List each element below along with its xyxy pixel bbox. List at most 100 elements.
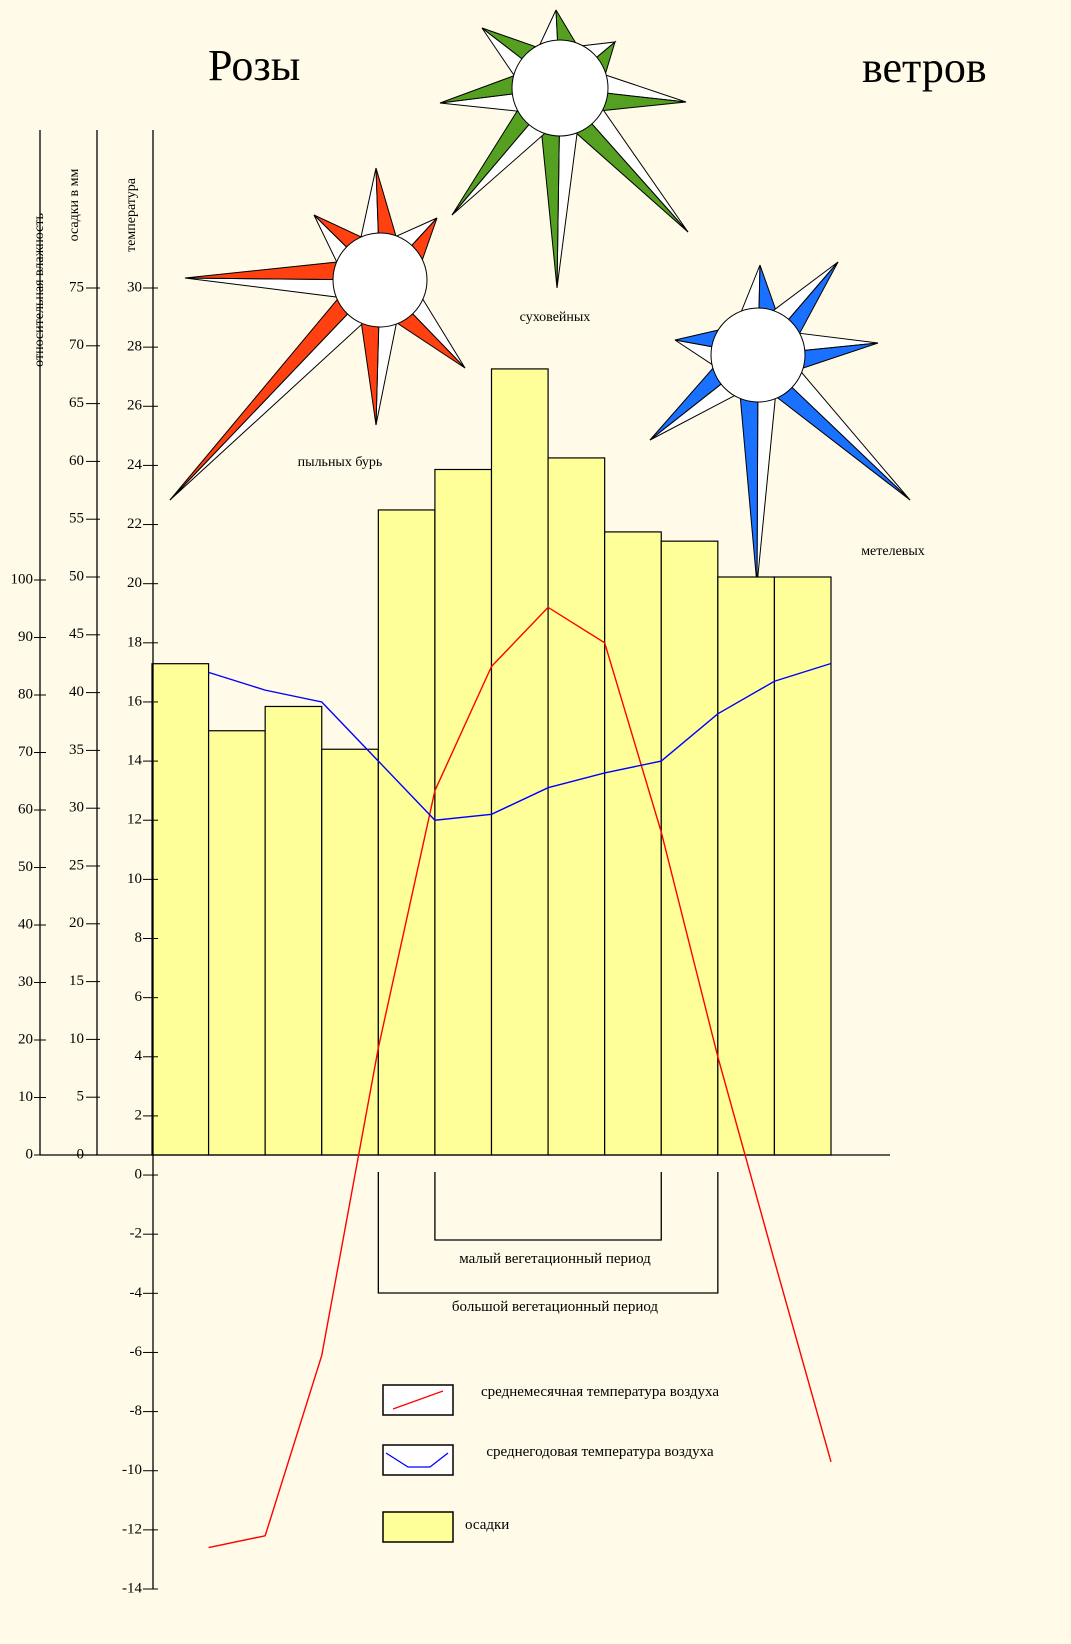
rose-spike <box>576 124 688 232</box>
bar <box>718 577 775 1155</box>
bar <box>492 369 549 1155</box>
bar <box>152 664 209 1155</box>
bar <box>605 532 662 1155</box>
axis-title: температура <box>124 177 139 252</box>
rose-spike <box>452 110 529 215</box>
y-tick-label: 2 <box>135 1107 143 1123</box>
legend-swatch <box>383 1512 453 1542</box>
y2-tick-label: 55 <box>69 511 84 527</box>
y3-tick-label: 20 <box>18 1031 33 1047</box>
rose-spike <box>792 373 910 500</box>
bar <box>661 541 718 1155</box>
y3-tick-label: 0 <box>26 1146 34 1162</box>
page: {"chart_data": { "type": "bar", "title_w… <box>0 0 1071 1644</box>
rose-spike <box>740 399 757 585</box>
rose-spike <box>778 387 910 500</box>
y3-tick-label: 90 <box>18 629 33 645</box>
period-label: большой вегетационный период <box>445 1298 665 1316</box>
legend-label: среднемесячная температура воздуха <box>465 1383 735 1401</box>
y-tick-label: -12 <box>122 1521 142 1537</box>
rose-center <box>333 233 427 327</box>
y-tick-label: -10 <box>122 1462 142 1478</box>
rose-spike <box>170 314 362 500</box>
rose-spike <box>759 265 776 312</box>
rose-spike <box>185 262 337 279</box>
chart-title: ветров <box>862 43 987 92</box>
y-tick-label: 22 <box>127 516 142 532</box>
bar <box>548 458 605 1155</box>
rose-label: суховейных <box>520 310 591 325</box>
y-tick-label: 0 <box>135 1166 143 1182</box>
rose-spike <box>757 399 775 585</box>
y2-tick-label: 25 <box>69 857 84 873</box>
y2-tick-label: 30 <box>69 800 84 816</box>
y-tick-label: -4 <box>130 1285 143 1301</box>
chart-title: Розы <box>208 41 300 90</box>
rose-center <box>711 308 805 402</box>
rose-spike <box>592 109 688 232</box>
y-tick-label: 26 <box>127 398 143 414</box>
y3-tick-label: 100 <box>11 571 34 587</box>
y2-tick-label: 35 <box>69 742 84 758</box>
legend-label: среднегодовая температура воздуха <box>465 1443 735 1461</box>
y2-tick-label: 50 <box>69 568 84 584</box>
axis-title: относительная влажность <box>32 213 47 367</box>
y2-tick-label: 10 <box>69 1031 84 1047</box>
y-tick-label: 8 <box>135 930 143 946</box>
y2-tick-label: 70 <box>69 337 84 353</box>
legend-swatch <box>383 1445 453 1475</box>
y-tick-label: 18 <box>127 634 142 650</box>
y-tick-label: 24 <box>127 457 143 473</box>
rose-spike <box>540 10 558 44</box>
wind-rose <box>170 168 465 500</box>
y-tick-label: -6 <box>130 1344 143 1360</box>
rose-spike <box>557 133 577 288</box>
rose-center <box>512 40 608 136</box>
y-tick-label: 6 <box>135 989 143 1005</box>
y3-tick-label: 70 <box>18 744 33 760</box>
y-tick-label: -8 <box>130 1403 143 1419</box>
legend-label: осадки <box>465 1516 535 1534</box>
rose-spike <box>376 168 396 236</box>
y2-tick-label: 75 <box>69 279 84 295</box>
y2-tick-label: 5 <box>77 1089 85 1105</box>
y-tick-label: -14 <box>122 1580 142 1596</box>
y-tick-label: 30 <box>127 279 142 295</box>
rose-spike <box>452 125 545 215</box>
wind-rose <box>440 10 688 288</box>
y2-tick-label: 60 <box>69 453 84 469</box>
y2-tick-label: 40 <box>69 684 84 700</box>
period-bracket <box>378 1172 717 1293</box>
bar <box>435 469 492 1155</box>
rose-spike <box>742 265 760 311</box>
rose-spike <box>361 168 378 237</box>
period-label: малый вегетационный период <box>405 1250 705 1268</box>
y-tick-label: 14 <box>127 753 143 769</box>
rose-spike <box>361 323 378 425</box>
y-tick-label: -2 <box>130 1226 143 1242</box>
y2-tick-label: 45 <box>69 626 84 642</box>
rose-spike <box>185 278 336 297</box>
y3-tick-label: 60 <box>18 801 33 817</box>
y-tick-label: 12 <box>127 812 142 828</box>
y3-tick-label: 40 <box>18 916 33 932</box>
y-tick-label: 28 <box>127 339 142 355</box>
y-tick-label: 20 <box>127 575 142 591</box>
rose-spike <box>556 10 575 43</box>
y3-tick-label: 30 <box>18 974 33 990</box>
bar <box>265 706 322 1155</box>
y2-tick-label: 15 <box>69 973 84 989</box>
rose-spike <box>542 132 560 288</box>
y3-tick-label: 50 <box>18 859 33 875</box>
y-tick-label: 16 <box>127 693 143 709</box>
y-tick-label: 10 <box>127 871 142 887</box>
rose-spike <box>376 324 396 425</box>
bar <box>209 731 266 1155</box>
bar <box>774 577 831 1155</box>
wind-rose <box>650 262 910 585</box>
rose-label: метелевых <box>861 544 925 559</box>
y3-tick-label: 80 <box>18 686 33 702</box>
period-bracket <box>435 1172 661 1240</box>
y3-tick-label: 10 <box>18 1089 33 1105</box>
rose-label: пыльных бурь <box>298 455 383 470</box>
